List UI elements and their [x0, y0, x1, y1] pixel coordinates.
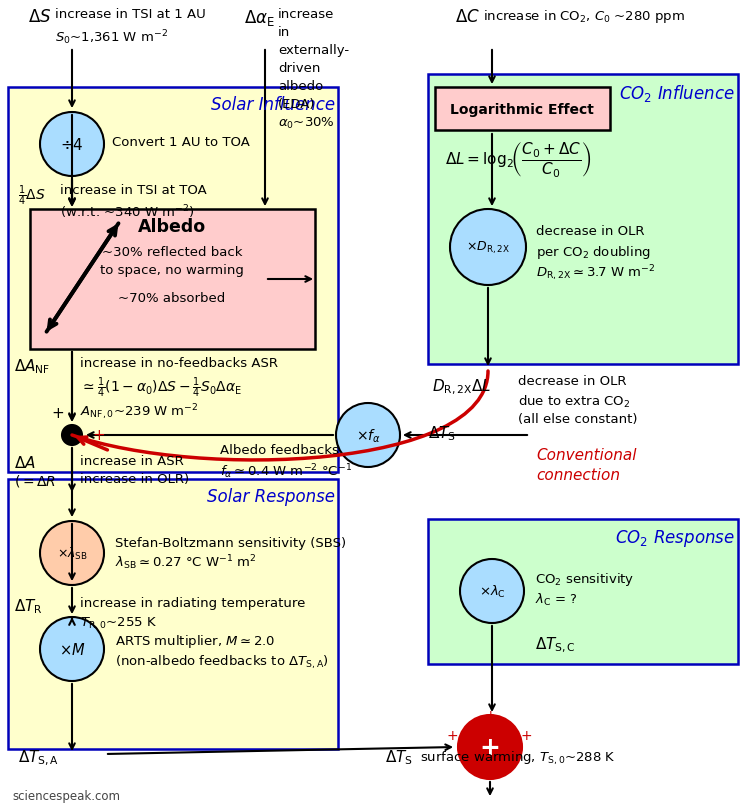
Text: +: +: [92, 428, 105, 443]
Text: $D_{\mathrm{R,2X}}\Delta L$: $D_{\mathrm{R,2X}}\Delta L$: [432, 377, 491, 397]
Text: increase in no-feedbacks ASR: increase in no-feedbacks ASR: [80, 357, 278, 369]
Text: increase in radiating temperature: increase in radiating temperature: [80, 597, 305, 609]
Text: albedo: albedo: [278, 80, 323, 93]
Text: $\frac{1}{4}\Delta S$: $\frac{1}{4}\Delta S$: [18, 184, 45, 208]
Text: Conventional: Conventional: [536, 447, 636, 463]
Text: connection: connection: [536, 467, 620, 483]
Text: $\div 4$: $\div 4$: [60, 137, 83, 153]
Text: CO$_2$ Influence: CO$_2$ Influence: [619, 83, 735, 104]
Text: $\lambda_{\mathrm{C}}$ = ?: $\lambda_{\mathrm{C}}$ = ?: [535, 591, 578, 607]
Text: (EDA): (EDA): [278, 98, 315, 111]
Text: to space, no warming: to space, no warming: [100, 263, 244, 277]
Text: $\times D_{\mathrm{R,2X}}$: $\times D_{\mathrm{R,2X}}$: [466, 239, 510, 256]
Text: CO$_2$ sensitivity: CO$_2$ sensitivity: [535, 571, 634, 588]
Text: +: +: [520, 728, 532, 742]
Text: $\Delta S$: $\Delta S$: [28, 8, 51, 26]
Circle shape: [336, 403, 400, 467]
Text: $\alpha_0$~30%: $\alpha_0$~30%: [278, 116, 335, 131]
Text: $\Delta T_{\mathrm{R}}$: $\Delta T_{\mathrm{R}}$: [14, 597, 42, 615]
Text: $S_0$~1,361 W m$^{-2}$: $S_0$~1,361 W m$^{-2}$: [55, 28, 168, 47]
Text: per CO$_2$ doubling: per CO$_2$ doubling: [536, 243, 651, 261]
Text: $\times\lambda_{\mathrm{C}}$: $\times\lambda_{\mathrm{C}}$: [478, 583, 505, 599]
Text: $\times\lambda_{\mathrm{SB}}$: $\times\lambda_{\mathrm{SB}}$: [57, 545, 87, 561]
Text: $\simeq\frac{1}{4}(1-\alpha_0)\Delta S-\frac{1}{4}S_0\Delta\alpha_{\mathrm{E}}$: $\simeq\frac{1}{4}(1-\alpha_0)\Delta S-\…: [80, 376, 242, 400]
Text: in: in: [278, 26, 291, 39]
Text: ~30% reflected back: ~30% reflected back: [102, 246, 242, 259]
Circle shape: [450, 210, 526, 286]
Text: increase in CO$_2$, $C_0$ ~280 ppm: increase in CO$_2$, $C_0$ ~280 ppm: [483, 8, 685, 25]
Text: $\Delta A$: $\Delta A$: [14, 454, 36, 471]
Bar: [428, 520, 738, 664]
Text: +: +: [446, 728, 458, 742]
Text: +: +: [480, 735, 501, 759]
Bar: [30, 210, 315, 349]
Text: Stefan-Boltzmann sensitivity (SBS): Stefan-Boltzmann sensitivity (SBS): [115, 537, 346, 550]
Circle shape: [458, 715, 522, 779]
Text: $D_{\mathrm{R,2X}}\simeq 3.7$ W m$^{-2}$: $D_{\mathrm{R,2X}}\simeq 3.7$ W m$^{-2}$: [536, 263, 656, 283]
Text: Albedo feedbacks: Albedo feedbacks: [220, 443, 339, 456]
Text: $\times M$: $\times M$: [59, 642, 85, 657]
Text: sciencespeak.com: sciencespeak.com: [12, 789, 120, 802]
Text: increase in ASR: increase in ASR: [80, 454, 184, 467]
Text: increase: increase: [278, 8, 335, 21]
Text: increase in TSI at 1 AU: increase in TSI at 1 AU: [55, 8, 206, 21]
Text: externally-: externally-: [278, 44, 349, 57]
Text: (all else constant): (all else constant): [518, 413, 638, 426]
Text: surface warming, $T_{\mathrm{S,0}}$~288 K: surface warming, $T_{\mathrm{S,0}}$~288 …: [420, 748, 616, 765]
Text: $\lambda_{\mathrm{SB}}\simeq 0.27$ °C W$^{-1}$ m$^2$: $\lambda_{\mathrm{SB}}\simeq 0.27$ °C W$…: [115, 553, 257, 572]
Text: increase in TSI at TOA: increase in TSI at TOA: [60, 184, 207, 197]
Text: $T_{\mathrm{R,0}}$~255 K: $T_{\mathrm{R,0}}$~255 K: [80, 615, 157, 632]
Bar: [8, 479, 338, 749]
Circle shape: [40, 618, 104, 681]
Text: (non-albedo feedbacks to $\Delta T_{\mathrm{S,A}}$): (non-albedo feedbacks to $\Delta T_{\mat…: [115, 653, 329, 670]
Text: decrease in OLR: decrease in OLR: [518, 374, 627, 388]
Text: $\Delta L = \log_2\!\!\left(\dfrac{C_0+\Delta C}{C_0}\right)$: $\Delta L = \log_2\!\!\left(\dfrac{C_0+\…: [445, 140, 591, 179]
Text: decrease in OLR: decrease in OLR: [536, 225, 644, 238]
Text: $\Delta T_{\mathrm{S}}$: $\Delta T_{\mathrm{S}}$: [428, 423, 456, 442]
Circle shape: [62, 426, 82, 446]
Text: $f_\alpha\simeq 0.4$ W m$^{-2}$ °C$^{-1}$: $f_\alpha\simeq 0.4$ W m$^{-2}$ °C$^{-1}…: [220, 462, 352, 480]
Text: due to extra CO$_2$: due to extra CO$_2$: [518, 393, 630, 410]
Text: Solar Influence: Solar Influence: [211, 96, 335, 114]
Circle shape: [460, 560, 524, 623]
Text: $(=\Delta R$: $(=\Delta R$: [14, 472, 57, 488]
Text: $A_{\mathrm{NF,0}}$~239 W m$^{-2}$: $A_{\mathrm{NF,0}}$~239 W m$^{-2}$: [80, 402, 199, 422]
Text: ~70% absorbed: ~70% absorbed: [118, 291, 226, 304]
Text: $\Delta T_{\mathrm{S}}$: $\Delta T_{\mathrm{S}}$: [385, 748, 413, 766]
Text: CO$_2$ Response: CO$_2$ Response: [615, 528, 735, 548]
Text: $\Delta\alpha_\mathrm{E}$: $\Delta\alpha_\mathrm{E}$: [244, 8, 275, 28]
Text: +: +: [484, 708, 496, 722]
Text: Convert 1 AU to TOA: Convert 1 AU to TOA: [112, 137, 250, 149]
Circle shape: [40, 113, 104, 177]
Text: +: +: [51, 406, 64, 421]
Text: driven: driven: [278, 62, 320, 75]
Text: $\Delta C$: $\Delta C$: [455, 8, 480, 26]
Bar: [428, 75, 738, 365]
Text: ARTS multiplier, $M\simeq 2.0$: ARTS multiplier, $M\simeq 2.0$: [115, 633, 276, 650]
Text: Solar Response: Solar Response: [207, 487, 335, 505]
Circle shape: [40, 521, 104, 585]
Text: increase in OLR): increase in OLR): [80, 472, 189, 485]
Text: $\Delta T_{\mathrm{S,A}}$: $\Delta T_{\mathrm{S,A}}$: [18, 748, 59, 767]
Text: (w.r.t. ~340 W m$^{-2}$): (w.r.t. ~340 W m$^{-2}$): [60, 202, 194, 220]
Text: $\Delta A_{\mathrm{NF}}$: $\Delta A_{\mathrm{NF}}$: [14, 357, 50, 375]
Bar: [8, 88, 338, 472]
Text: Logarithmic Effect: Logarithmic Effect: [450, 103, 594, 117]
Text: Albedo: Albedo: [138, 218, 206, 236]
Text: $\times f_\alpha$: $\times f_\alpha$: [355, 426, 381, 444]
Text: $\Delta T_{\mathrm{S,C}}$: $\Delta T_{\mathrm{S,C}}$: [535, 634, 576, 654]
Bar: [435, 88, 610, 131]
